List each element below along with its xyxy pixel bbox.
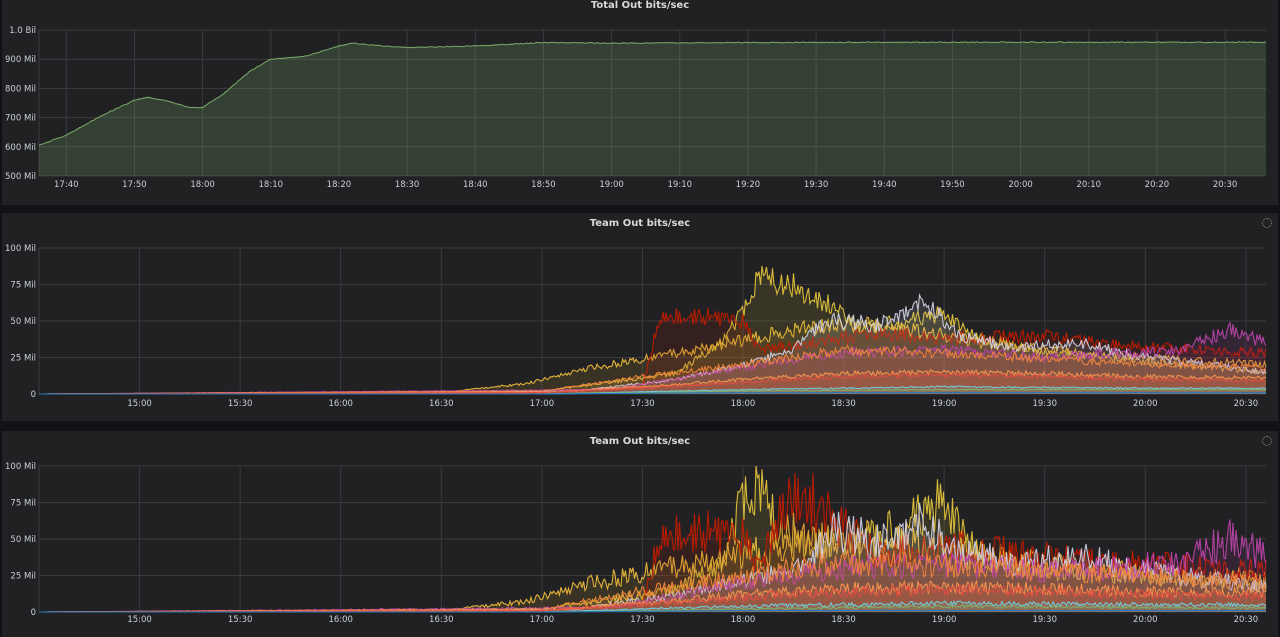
y-tick-label: 600 Mil — [5, 143, 36, 153]
series-area — [39, 601, 1266, 612]
series-area — [39, 503, 1266, 612]
y-tick-label: 25 Mil — [10, 572, 36, 582]
x-tick-label: 18:00 — [190, 180, 215, 190]
x-tick-label: 20:20 — [1145, 180, 1170, 190]
y-tick-label: 25 Mil — [10, 354, 36, 364]
series-area — [39, 466, 1266, 612]
x-tick-label: 16:00 — [328, 615, 353, 625]
y-tick-label: 100 Mil — [5, 244, 36, 254]
x-tick-label: 19:50 — [940, 180, 965, 190]
panel-title[interactable]: Team Out bits/sec — [589, 218, 691, 229]
y-tick-label: 0 — [31, 390, 36, 400]
y-tick-label: 0 — [31, 608, 36, 618]
x-tick-label: 15:30 — [228, 399, 253, 409]
x-tick-label: 18:50 — [531, 180, 556, 190]
series-line — [39, 344, 1267, 395]
y-tick-label: 50 Mil — [10, 317, 36, 327]
series-line — [39, 582, 1267, 613]
loading-icon — [1262, 218, 1272, 228]
x-tick-label: 19:00 — [599, 180, 624, 190]
series-area — [39, 370, 1266, 394]
x-tick-label: 19:00 — [932, 615, 957, 625]
x-tick-label: 17:00 — [530, 399, 555, 409]
x-tick-label: 17:00 — [530, 615, 555, 625]
y-tick-label: 800 Mil — [5, 84, 36, 94]
series-area — [39, 265, 1266, 394]
series-area — [39, 41, 1266, 176]
grid — [38, 29, 1266, 177]
y-tick-label: 1.0 Bil — [9, 26, 36, 36]
x-tick-label: 19:20 — [736, 180, 761, 190]
series-area — [39, 584, 1266, 612]
series-area — [39, 322, 1266, 394]
panel-title[interactable]: Team Out bits/sec — [589, 436, 691, 447]
y-tick-label: 75 Mil — [10, 499, 36, 509]
x-tick-label: 18:30 — [395, 180, 420, 190]
y-tick-label: 100 Mil — [5, 462, 36, 472]
x-tick-label: 19:30 — [1032, 615, 1057, 625]
x-tick-label: 20:10 — [1077, 180, 1102, 190]
series-area — [39, 345, 1266, 394]
x-tick-label: 19:30 — [804, 180, 829, 190]
x-tick-label: 16:00 — [328, 399, 353, 409]
x-tick-label: 18:30 — [831, 615, 856, 625]
series-area — [39, 581, 1266, 612]
team-out-chart-1: 0 25 Mil 50 Mil 75 Mil 100 Mil 15:00 15:30 16:0… — [5, 244, 1267, 409]
x-tick-label: 19:10 — [668, 180, 693, 190]
series-line — [39, 609, 1267, 613]
x-tick-label: 20:30 — [1234, 399, 1259, 409]
x-tick-label: 19:40 — [872, 180, 897, 190]
x-tick-label: 17:30 — [630, 399, 655, 409]
x-tick-label: 18:30 — [831, 399, 856, 409]
series-area — [39, 294, 1266, 394]
series-area — [39, 549, 1266, 612]
x-tick-label: 16:30 — [429, 399, 454, 409]
x-tick-label: 20:30 — [1234, 615, 1259, 625]
loading-icon — [1262, 436, 1272, 446]
total-out-panel: Total Out bits/sec 500 Mil 600 Mil 700 Mil… — [2, 0, 1278, 205]
team-out-chart-2: 0 25 Mil 50 Mil 75 Mil 100 Mil 15:00 15:30 16:0… — [5, 462, 1267, 625]
panel-title[interactable]: Total Out bits/sec — [590, 0, 690, 11]
total-out-chart: 500 Mil 600 Mil 700 Mil 800 Mil 900 Mil 1.0 B… — [5, 26, 1267, 190]
x-tick-label: 20:00 — [1133, 615, 1158, 625]
series-area — [39, 473, 1266, 612]
y-tick-label: 50 Mil — [10, 535, 36, 545]
x-tick-label: 15:00 — [127, 615, 152, 625]
x-tick-label: 18:10 — [259, 180, 284, 190]
y-tick-label: 75 Mil — [10, 281, 36, 291]
x-tick-label: 18:20 — [327, 180, 352, 190]
x-tick-label: 19:30 — [1032, 399, 1057, 409]
y-tick-label: 700 Mil — [5, 114, 36, 124]
x-tick-label: 17:50 — [122, 180, 147, 190]
series-area — [39, 373, 1266, 394]
x-tick-label: 19:00 — [932, 399, 957, 409]
x-tick-label: 17:40 — [54, 180, 79, 190]
series-line — [39, 391, 1267, 395]
x-tick-label: 16:30 — [429, 615, 454, 625]
series-line — [39, 372, 1267, 395]
x-tick-label: 17:30 — [630, 615, 655, 625]
x-tick-label: 15:30 — [228, 615, 253, 625]
team-out-panel-2: Team Out bits/sec 0 25 Mil 50 Mil 75 Mil 100… — [2, 431, 1278, 637]
x-tick-label: 20:00 — [1133, 399, 1158, 409]
x-tick-label: 18:00 — [731, 399, 756, 409]
x-tick-label: 20:30 — [1213, 180, 1238, 190]
y-tick-label: 900 Mil — [5, 55, 36, 65]
team-out-panel-1: Team Out bits/sec 0 25 Mil 50 Mil 75 Mil 100… — [2, 213, 1278, 421]
y-tick-label: 500 Mil — [5, 172, 36, 182]
x-tick-label: 15:00 — [127, 399, 152, 409]
x-tick-label: 20:00 — [1008, 180, 1033, 190]
x-tick-label: 18:00 — [731, 615, 756, 625]
series-line — [39, 549, 1267, 613]
x-tick-label: 18:40 — [463, 180, 488, 190]
series-line — [38, 41, 1267, 146]
